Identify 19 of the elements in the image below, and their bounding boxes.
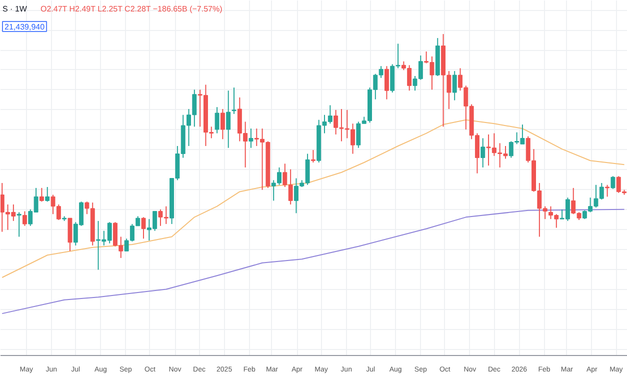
candlestick: [214, 106, 220, 134]
candlestick: [16, 212, 22, 238]
candlestick: [141, 216, 146, 240]
candlestick: [248, 128, 254, 148]
candlestick: [22, 210, 27, 226]
candlestick: [45, 186, 50, 202]
candlestick: [39, 187, 44, 202]
candlestick: [605, 184, 610, 198]
chart-title: S · 1W: [2, 4, 28, 14]
text: 21,439,940: [4, 22, 46, 32]
candlestick: [226, 90, 231, 148]
candlestick: [480, 138, 486, 168]
chart-subtitle: O2.47T H2.49T L2.25T C2.28T −186.65B (−7.57%): [40, 4, 223, 14]
candlestick: [310, 150, 316, 163]
candlestick: [452, 70, 457, 101]
candlestick: [220, 108, 225, 140]
candlestick: [384, 66, 389, 100]
candlestick: [232, 87, 236, 114]
candlestick: [610, 176, 616, 190]
